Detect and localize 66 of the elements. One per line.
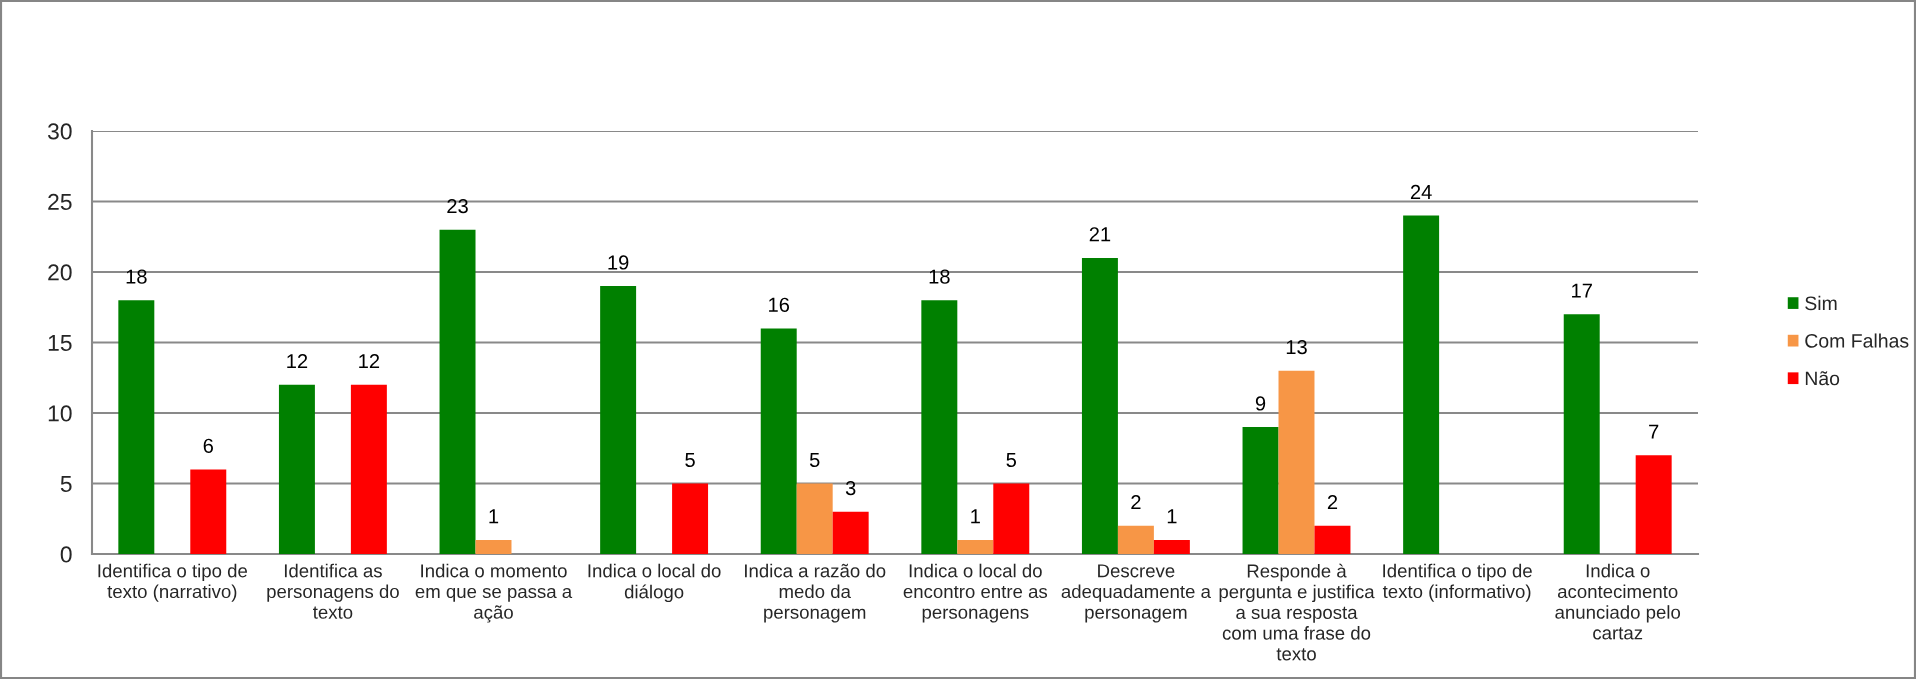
legend-label: Com Falhas	[1805, 333, 1909, 348]
data-label: 2	[1327, 495, 1338, 510]
data-label: 5	[1006, 452, 1017, 468]
data-label: 1	[489, 509, 499, 524]
data-label: 1	[971, 509, 980, 524]
bar	[957, 539, 994, 554]
bar	[1314, 525, 1351, 554]
bar	[1153, 539, 1190, 554]
bar	[439, 229, 476, 554]
legend-label: Não	[1805, 371, 1840, 386]
bar	[1635, 455, 1672, 554]
data-label: 17	[1572, 283, 1592, 298]
data-label: 7	[1649, 424, 1659, 439]
x-tick-label: Descreve adequadamente a personagem	[1061, 564, 1211, 623]
bar	[993, 483, 1030, 554]
bar	[921, 300, 958, 554]
data-label: 3	[845, 480, 856, 496]
data-label: 5	[685, 452, 695, 468]
x-tick-label: Indica o local do encontro entre as personagens	[903, 563, 1048, 623]
bar	[672, 483, 709, 554]
x-tick-label: Identifica as personagens do texto	[267, 563, 399, 619]
x-tick-label: Responde à pergunta e justifica a sua resposta com uma frase do texto	[1219, 563, 1375, 661]
bar	[1242, 427, 1279, 554]
x-tick-label: Indica o local do diálogo	[588, 563, 721, 603]
bar	[118, 300, 155, 554]
x-tick-label: Indica o momento em que se passa a ação	[415, 563, 573, 623]
bar	[1117, 525, 1154, 554]
bar	[190, 469, 227, 554]
y-tick-label: 10	[48, 405, 72, 422]
y-tick-label: 5	[60, 476, 72, 493]
bar	[1563, 314, 1600, 554]
data-label: 12	[287, 354, 308, 369]
x-tick-label: Identifica o tipo de texto (narrativo)	[98, 563, 248, 602]
x-tick-label: Identifica o tipo de texto (informativo)	[1382, 563, 1532, 602]
bar	[350, 384, 387, 554]
legend-label: Sim	[1805, 295, 1837, 311]
y-tick-label: 30	[47, 123, 72, 140]
data-label: 18	[929, 269, 950, 284]
bar	[475, 539, 512, 554]
bar	[832, 511, 869, 554]
data-label: 16	[769, 297, 790, 312]
y-tick-label: 20	[48, 264, 72, 281]
y-tick-label: 25	[48, 193, 72, 211]
bar	[278, 384, 315, 554]
x-tick-label: Indica o acontecimento anunciado pelo cartaz	[1555, 563, 1681, 640]
bar	[760, 328, 797, 554]
data-label: 21	[1089, 227, 1111, 242]
y-tick-label: 15	[48, 335, 72, 352]
data-label: 23	[447, 198, 468, 214]
data-label: 5	[809, 452, 820, 468]
bar	[796, 483, 833, 554]
x-tick-label: Indica a razão do medo da personagem	[745, 563, 886, 623]
data-label: 18	[126, 269, 147, 284]
data-label: 19	[608, 255, 629, 270]
bar	[1403, 215, 1440, 554]
data-label: 1	[1167, 509, 1177, 524]
data-label: 13	[1286, 339, 1307, 355]
data-label: 12	[359, 354, 380, 369]
data-label: 9	[1255, 396, 1266, 411]
y-tick-label: 0	[60, 546, 72, 563]
data-label: 24	[1410, 184, 1432, 199]
bar	[1278, 370, 1315, 554]
bar	[600, 286, 637, 554]
data-label: 2	[1131, 495, 1141, 510]
bar	[1081, 257, 1118, 554]
data-label: 6	[203, 438, 213, 453]
